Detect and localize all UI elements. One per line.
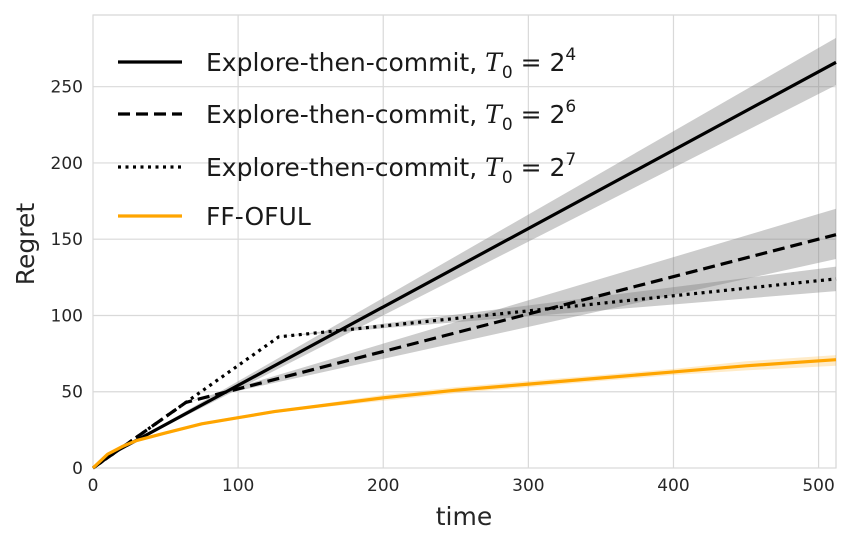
series-4-band — [93, 355, 836, 468]
y-axis-label: Regret — [11, 203, 40, 286]
legend-label-3: Explore-then-commit, T0 = 27 — [206, 150, 576, 188]
y-tick-label: 100 — [51, 306, 83, 326]
x-tick-label: 400 — [657, 476, 689, 496]
x-tick-label: 0 — [88, 476, 99, 496]
y-tick-labels: 0 50 100 150 200 250 — [51, 78, 83, 479]
x-tick-label: 100 — [222, 476, 254, 496]
legend-label-1: Explore-then-commit, T0 = 24 — [206, 45, 576, 83]
plot-frame — [92, 14, 837, 469]
x-tick-labels: 0 100 200 300 400 500 — [88, 476, 835, 496]
legend: Explore-then-commit, T0 = 24 Explore-then… — [118, 45, 576, 231]
x-tick-label: 200 — [367, 476, 399, 496]
y-tick-label: 50 — [61, 383, 83, 403]
x-tick-label: 500 — [802, 476, 834, 496]
series-lines — [91, 60, 837, 470]
series-3-line — [92, 277, 837, 470]
x-tick-label: 300 — [512, 476, 544, 496]
series-1-band — [93, 37, 836, 468]
plot-area — [92, 14, 837, 469]
legend-label-2: Explore-then-commit, T0 = 26 — [206, 97, 576, 135]
grid-lines — [92, 15, 836, 469]
y-tick-label: 250 — [51, 78, 83, 98]
y-tick-label: 0 — [72, 459, 83, 479]
y-tick-label: 150 — [51, 230, 83, 250]
series-4-line — [91, 358, 837, 470]
x-axis-label: time — [436, 502, 492, 531]
legend-label-4: FF-OFUL — [206, 202, 311, 231]
series-2-band — [93, 208, 836, 468]
y-tick-label: 200 — [51, 154, 83, 174]
